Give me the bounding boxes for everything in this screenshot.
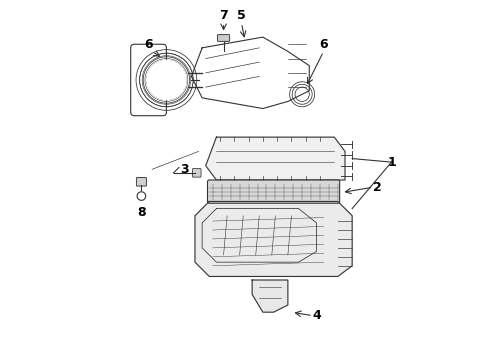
FancyBboxPatch shape bbox=[193, 168, 201, 177]
Polygon shape bbox=[206, 137, 345, 180]
Circle shape bbox=[147, 60, 186, 100]
FancyBboxPatch shape bbox=[207, 180, 340, 203]
Text: 4: 4 bbox=[312, 309, 321, 322]
Circle shape bbox=[137, 192, 146, 201]
Text: 7: 7 bbox=[219, 9, 228, 22]
Text: 6: 6 bbox=[319, 38, 328, 51]
FancyBboxPatch shape bbox=[218, 35, 230, 41]
Text: 5: 5 bbox=[237, 9, 246, 22]
Polygon shape bbox=[195, 202, 352, 276]
Text: 1: 1 bbox=[387, 156, 396, 168]
Polygon shape bbox=[252, 280, 288, 312]
FancyBboxPatch shape bbox=[136, 177, 147, 186]
Text: 2: 2 bbox=[373, 181, 382, 194]
Text: 6: 6 bbox=[144, 38, 153, 51]
Text: 8: 8 bbox=[137, 206, 146, 219]
Text: 3: 3 bbox=[180, 163, 189, 176]
